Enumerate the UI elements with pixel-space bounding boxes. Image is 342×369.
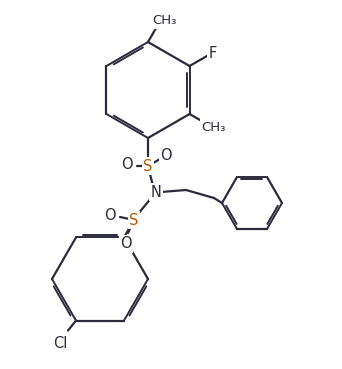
Text: S: S: [143, 159, 153, 173]
Text: F: F: [209, 45, 217, 61]
Text: O: O: [120, 237, 132, 252]
Text: O: O: [104, 207, 116, 223]
Text: N: N: [150, 184, 161, 200]
Text: CH₃: CH₃: [152, 14, 176, 27]
Text: CH₃: CH₃: [201, 121, 226, 134]
Text: O: O: [160, 148, 172, 162]
Text: S: S: [129, 213, 139, 228]
Text: O: O: [121, 156, 133, 172]
Text: Cl: Cl: [53, 336, 67, 351]
